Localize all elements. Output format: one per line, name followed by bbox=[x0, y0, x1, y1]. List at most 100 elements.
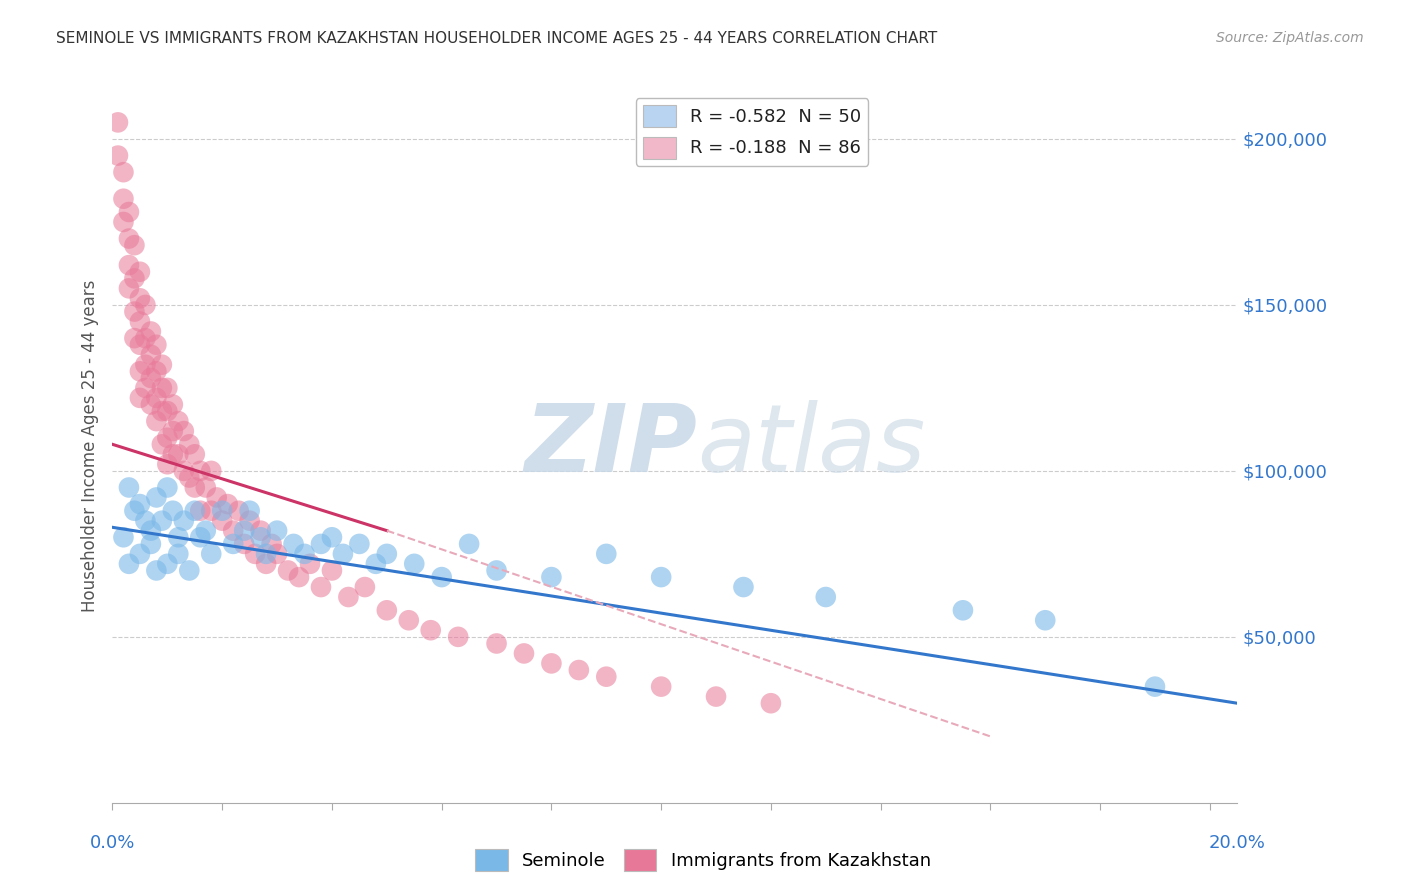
Point bbox=[249, 530, 271, 544]
Point bbox=[156, 381, 179, 395]
Point bbox=[375, 547, 398, 561]
Point bbox=[266, 524, 288, 538]
Point bbox=[129, 338, 152, 352]
Point bbox=[540, 570, 562, 584]
Point bbox=[156, 481, 179, 495]
Text: Source: ZipAtlas.com: Source: ZipAtlas.com bbox=[1216, 31, 1364, 45]
Point bbox=[129, 265, 152, 279]
Point bbox=[112, 530, 135, 544]
Point bbox=[239, 504, 262, 518]
Point bbox=[239, 514, 262, 528]
Point bbox=[124, 271, 146, 285]
Point bbox=[134, 381, 156, 395]
Point bbox=[298, 557, 321, 571]
Point bbox=[112, 192, 135, 206]
Point bbox=[134, 298, 156, 312]
Point bbox=[650, 570, 672, 584]
Point bbox=[150, 358, 173, 372]
Point bbox=[162, 424, 184, 438]
Point bbox=[124, 331, 146, 345]
Y-axis label: Householder Income Ages 25 - 44 years: Householder Income Ages 25 - 44 years bbox=[80, 280, 98, 612]
Point bbox=[139, 371, 162, 385]
Point bbox=[513, 647, 536, 661]
Point bbox=[254, 557, 277, 571]
Point bbox=[733, 580, 755, 594]
Point bbox=[337, 590, 360, 604]
Point bbox=[150, 381, 173, 395]
Point bbox=[139, 325, 162, 339]
Legend: R = -0.582  N = 50, R = -0.188  N = 86: R = -0.582 N = 50, R = -0.188 N = 86 bbox=[636, 98, 869, 166]
Point bbox=[139, 524, 162, 538]
Point bbox=[167, 530, 190, 544]
Point bbox=[568, 663, 591, 677]
Point bbox=[188, 504, 211, 518]
Point bbox=[595, 547, 617, 561]
Point bbox=[129, 291, 152, 305]
Point bbox=[124, 504, 146, 518]
Point bbox=[704, 690, 727, 704]
Point bbox=[156, 457, 179, 471]
Point bbox=[124, 304, 146, 318]
Point bbox=[200, 504, 222, 518]
Text: 0.0%: 0.0% bbox=[90, 834, 135, 852]
Point bbox=[124, 238, 146, 252]
Point bbox=[145, 364, 167, 378]
Text: ZIP: ZIP bbox=[524, 400, 697, 492]
Point bbox=[139, 537, 162, 551]
Point bbox=[179, 564, 201, 578]
Point bbox=[243, 547, 266, 561]
Point bbox=[309, 580, 332, 594]
Point bbox=[375, 603, 398, 617]
Point bbox=[1143, 680, 1166, 694]
Point bbox=[419, 624, 441, 638]
Point bbox=[188, 530, 211, 544]
Point bbox=[156, 404, 179, 418]
Point bbox=[184, 504, 207, 518]
Point bbox=[184, 447, 207, 461]
Point bbox=[112, 165, 135, 179]
Point bbox=[129, 391, 152, 405]
Point bbox=[179, 470, 201, 484]
Point bbox=[650, 680, 672, 694]
Point bbox=[156, 431, 179, 445]
Point bbox=[458, 537, 481, 551]
Point bbox=[321, 564, 343, 578]
Point bbox=[211, 514, 233, 528]
Point bbox=[200, 464, 222, 478]
Point bbox=[156, 557, 179, 571]
Point bbox=[107, 115, 129, 129]
Point bbox=[222, 524, 245, 538]
Point bbox=[129, 547, 152, 561]
Point bbox=[145, 564, 167, 578]
Point bbox=[162, 397, 184, 411]
Point bbox=[173, 424, 195, 438]
Point bbox=[134, 514, 156, 528]
Point bbox=[205, 491, 228, 505]
Point bbox=[129, 497, 152, 511]
Point bbox=[118, 557, 141, 571]
Point bbox=[404, 557, 426, 571]
Point bbox=[118, 481, 141, 495]
Point bbox=[485, 636, 508, 650]
Point bbox=[814, 590, 837, 604]
Point bbox=[118, 281, 141, 295]
Point bbox=[139, 348, 162, 362]
Point bbox=[167, 414, 190, 428]
Point bbox=[398, 613, 420, 627]
Point bbox=[194, 524, 217, 538]
Point bbox=[167, 447, 190, 461]
Point bbox=[162, 504, 184, 518]
Point bbox=[184, 481, 207, 495]
Point bbox=[233, 524, 256, 538]
Point bbox=[173, 514, 195, 528]
Point bbox=[129, 364, 152, 378]
Point bbox=[200, 547, 222, 561]
Point bbox=[150, 404, 173, 418]
Point bbox=[354, 580, 377, 594]
Point bbox=[952, 603, 974, 617]
Point bbox=[430, 570, 453, 584]
Point bbox=[188, 464, 211, 478]
Point bbox=[595, 670, 617, 684]
Text: SEMINOLE VS IMMIGRANTS FROM KAZAKHSTAN HOUSEHOLDER INCOME AGES 25 - 44 YEARS COR: SEMINOLE VS IMMIGRANTS FROM KAZAKHSTAN H… bbox=[56, 31, 938, 46]
Point bbox=[167, 547, 190, 561]
